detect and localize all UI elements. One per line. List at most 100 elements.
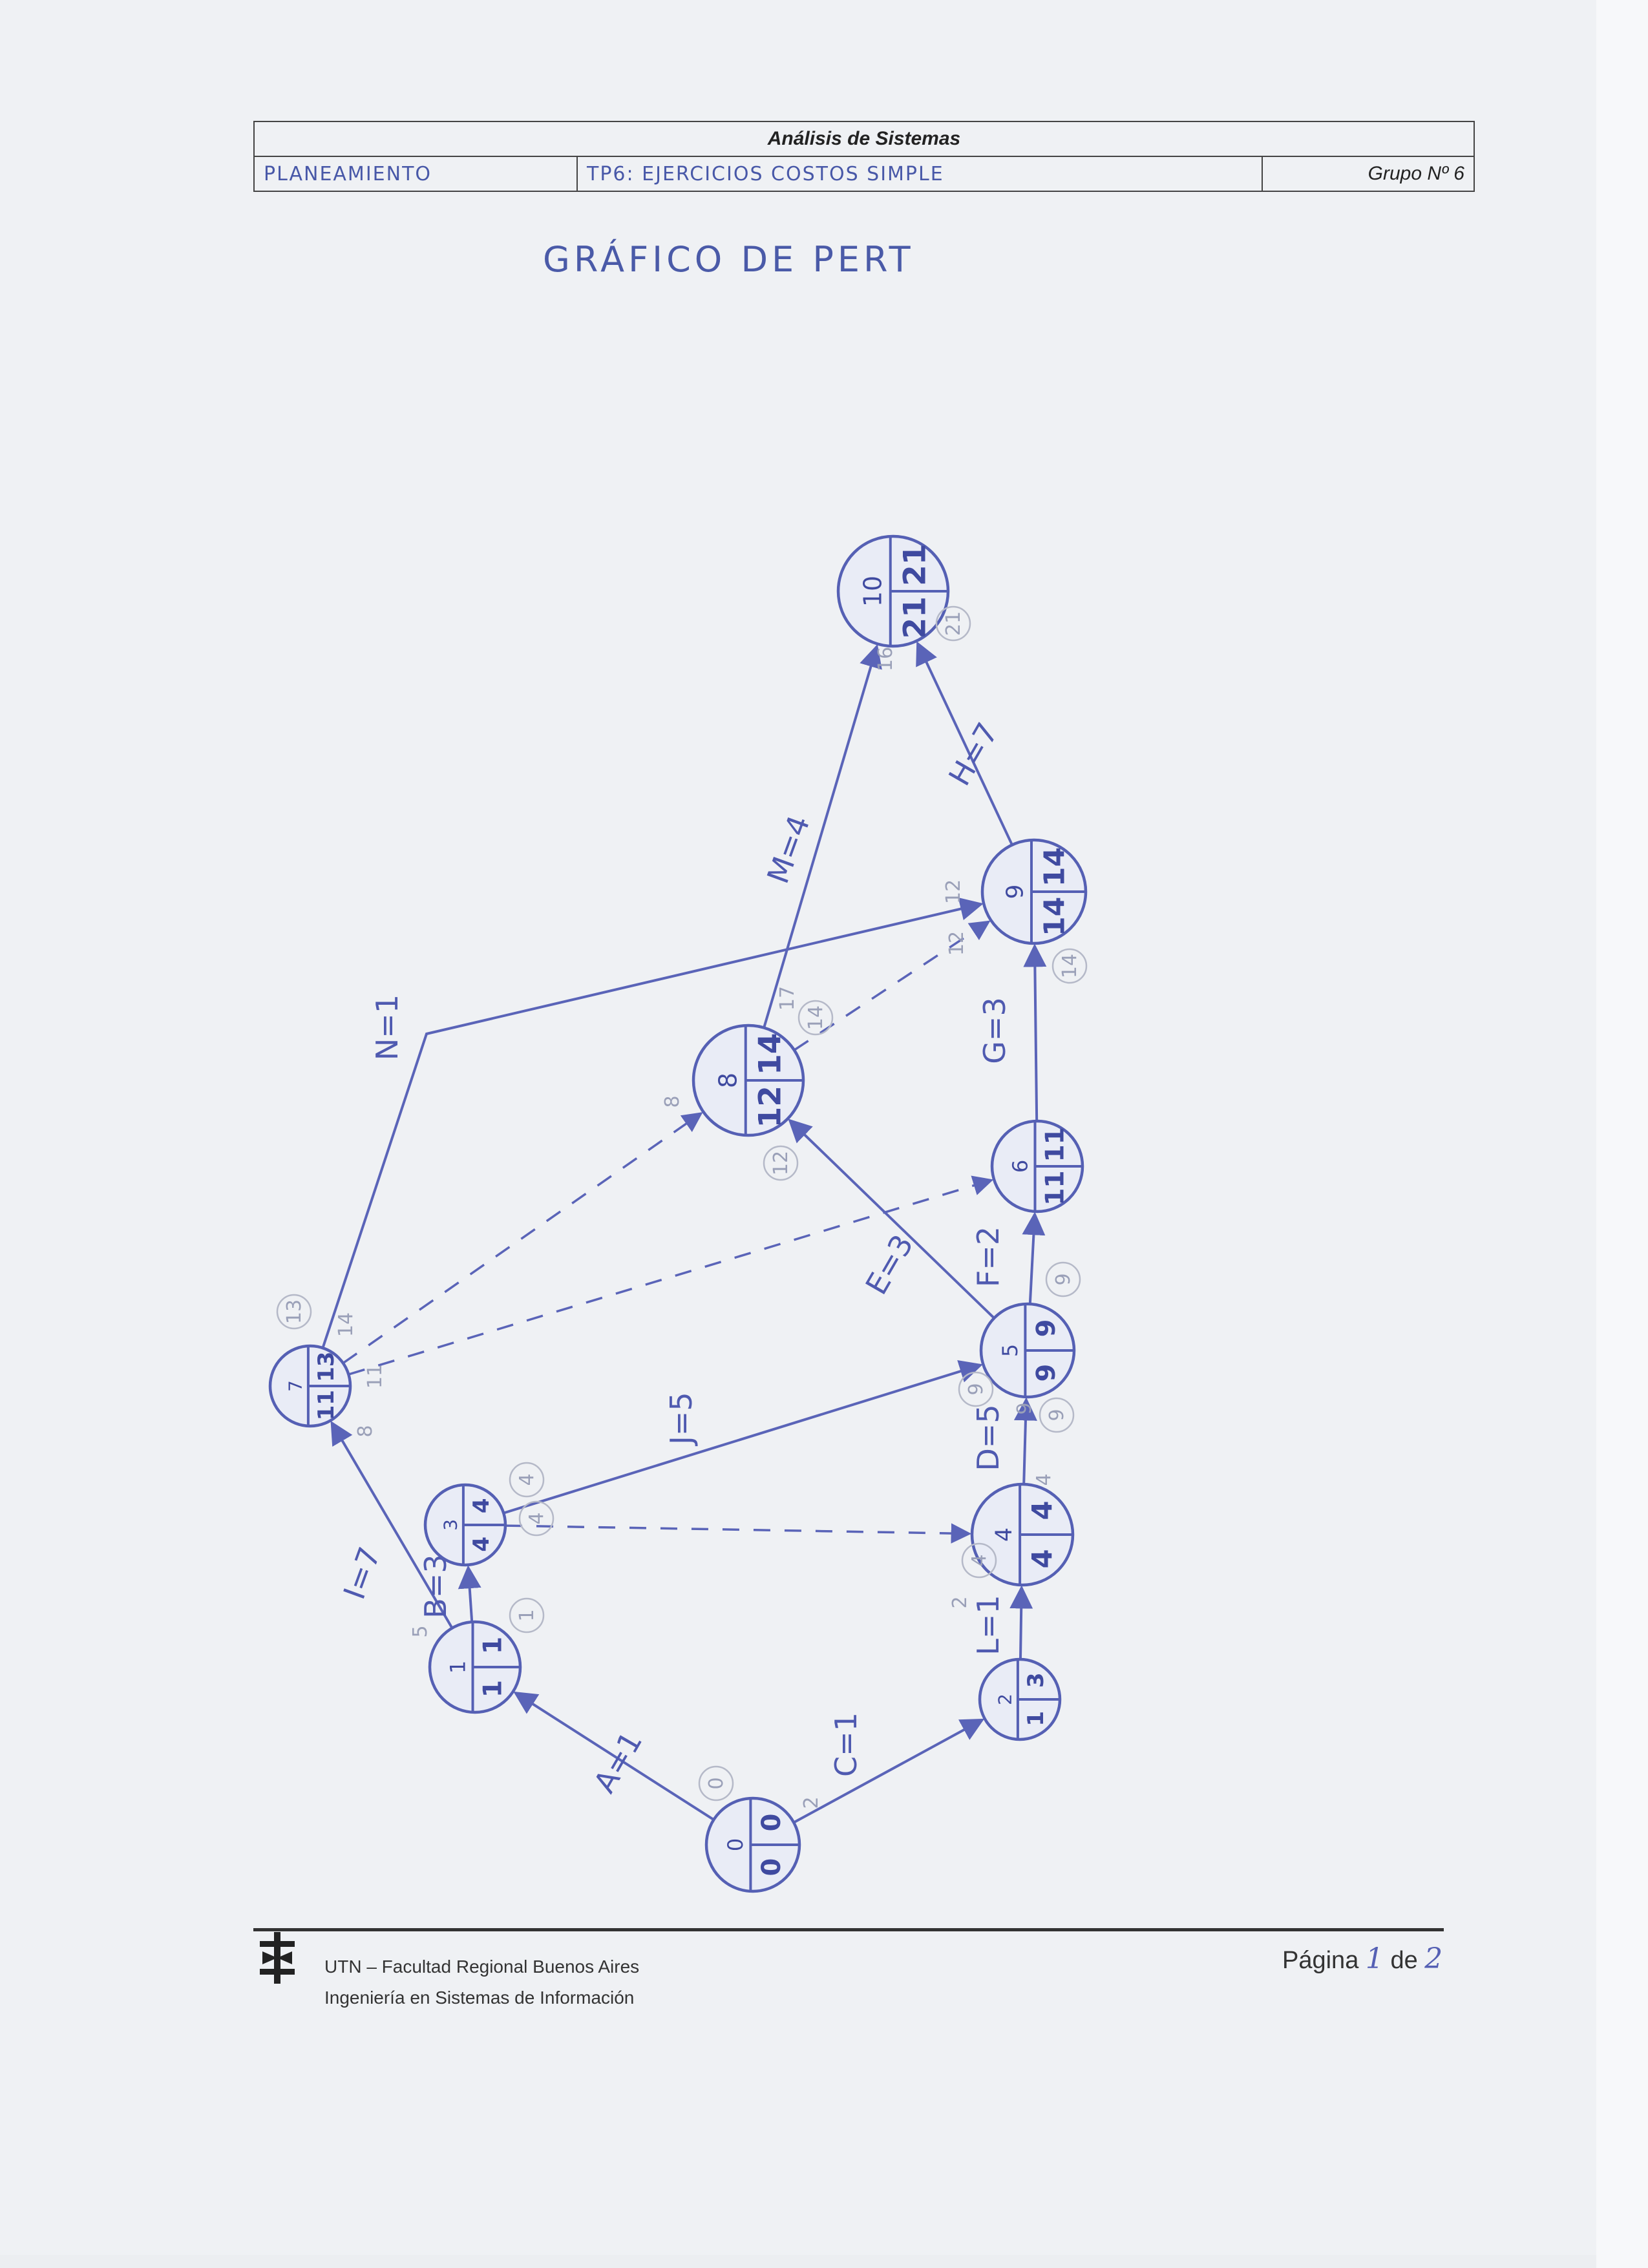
activity-B-3-arrow: [458, 1565, 481, 1622]
annotation-text: 2: [949, 1596, 971, 1608]
footer-rule: [253, 1928, 1444, 1931]
annotation-text: 12: [770, 1151, 792, 1175]
pencil-annotation: 2: [800, 1796, 823, 1809]
pencil-annotation: 0: [698, 1765, 734, 1801]
event-node-9: 9 14 14: [980, 838, 1088, 945]
activity-M-4-arrow: [763, 644, 882, 1029]
activity-label-A-1: A=1: [587, 1726, 649, 1799]
node-id: 4: [991, 1528, 1017, 1542]
event-node-6: 6 11 11: [990, 1119, 1084, 1213]
pencil-annotation: 4: [961, 1542, 997, 1579]
node-id: 10: [858, 576, 887, 607]
activity-label-L-1: L=1: [971, 1595, 1006, 1655]
pencil-annotation: 12: [942, 879, 965, 904]
pencil-annotation: 14: [1051, 948, 1088, 984]
pencil-annotation: 14: [335, 1312, 357, 1337]
node-late-time: 21: [897, 543, 933, 585]
event-node-1: 111: [428, 1620, 522, 1714]
activity-label-C-1: C=1: [829, 1712, 863, 1777]
activity-label-D-5: D=5: [971, 1404, 1006, 1471]
dummy-3-4-arrow: [505, 1523, 972, 1544]
annotation-text: 4: [525, 1512, 548, 1524]
node-early-time: 21: [897, 596, 933, 638]
node-early-time: 1: [1023, 1711, 1049, 1727]
page-current: 1: [1365, 1942, 1384, 1975]
document-header: Análisis de Sistemas PLANEAMIENTO TP6: E…: [253, 121, 1475, 192]
pencil-annotation: 5: [409, 1625, 432, 1637]
annotation-text: 8: [661, 1095, 684, 1108]
annotation-text: 5: [409, 1625, 432, 1637]
annotation-circle: [1045, 1261, 1081, 1297]
activity-label-J-5: J=5: [664, 1392, 699, 1446]
footer-program: Ingeniería en Sistemas de Información: [324, 1988, 635, 2008]
annotation-text: 12: [942, 879, 965, 904]
activity-label-N-1: N=1: [370, 994, 405, 1060]
node-id: 8: [713, 1073, 742, 1088]
annotation-text: 4: [968, 1554, 991, 1566]
activity-label-B-3: B=3: [418, 1554, 453, 1618]
node-id: 1: [446, 1661, 470, 1674]
node-early-time: 11: [1041, 1170, 1070, 1205]
node-early-time: 1: [479, 1680, 508, 1697]
activity-I-7-arrow: [330, 1420, 454, 1629]
node-early-time: 14: [1038, 897, 1071, 936]
pencil-annotation: 9: [958, 1371, 994, 1407]
annotation-circle: [1039, 1397, 1075, 1433]
activity-label-I-7: I=7: [337, 1542, 388, 1604]
pencil-annotation: 12: [763, 1145, 799, 1181]
footer-institution: UTN – Facultad Regional Buenos Aires: [324, 1957, 640, 1977]
annotation-text: 9: [1013, 1402, 1036, 1414]
annotation-text: 14: [335, 1312, 357, 1337]
annotation-text: 11: [364, 1364, 386, 1389]
node-late-time: 3: [1023, 1672, 1049, 1688]
pencil-annotation: 9: [1045, 1261, 1081, 1297]
node-id: 9: [1002, 885, 1028, 899]
activity-J-5-arrow: [503, 1360, 983, 1515]
activity-G-3-arrow: [1023, 943, 1047, 1122]
event-node-8: 8 12 14: [692, 1024, 805, 1137]
node-early-time: 12: [752, 1086, 788, 1128]
activity-N-1-arrow: [321, 897, 984, 1349]
pencil-annotation: 8: [661, 1095, 684, 1108]
activity-F-2-arrow: [1022, 1212, 1046, 1305]
annotation-text: 16: [874, 647, 897, 671]
node-early-time: 9: [1031, 1364, 1061, 1382]
annotation-circle: [763, 1145, 799, 1181]
activity-label-G-3: G=3: [977, 997, 1012, 1064]
node-id: 6: [1008, 1160, 1033, 1173]
event-node-3: 34 4: [423, 1483, 507, 1567]
pencil-annotation: 1: [509, 1597, 545, 1633]
node-id: 7: [284, 1380, 306, 1392]
annotation-circle: [935, 605, 971, 642]
pencil-annotation: 4: [1033, 1473, 1055, 1486]
footer-institution-block: UTN – Facultad Regional Buenos Aires Ing…: [324, 1951, 639, 2013]
event-node-0: 000: [704, 1796, 801, 1893]
annotation-circle: [518, 1500, 555, 1537]
activity-E-3-arrow: [788, 1118, 995, 1319]
node-late-time: 4: [469, 1498, 494, 1513]
node-early-time: 0: [757, 1858, 787, 1876]
event-node-5: 59 9: [979, 1302, 1076, 1399]
annotation-text: 21: [942, 611, 965, 636]
activity-A-1-arrow: [513, 1691, 715, 1821]
node-id: 3: [439, 1519, 461, 1531]
dummy-7-6-arrow: [348, 1175, 994, 1376]
annotation-circle: [509, 1462, 545, 1498]
activity-D-5-arrow: [1013, 1397, 1037, 1485]
node-late-time: 14: [1038, 847, 1071, 887]
annotation-circle: [509, 1597, 545, 1633]
event-node-4: 444: [970, 1482, 1075, 1587]
header-work: TP6: EJERCICIOS COSTOS SIMPLE: [576, 156, 1263, 192]
node-late-time: 13: [313, 1352, 339, 1382]
pencil-annotation: 16: [874, 647, 897, 671]
annotation-text: 9: [965, 1383, 988, 1395]
node-late-time: 1: [479, 1637, 508, 1654]
node-id: 0: [723, 1838, 748, 1851]
node-early-time: 4: [1026, 1549, 1059, 1568]
utn-logo-icon: [260, 1932, 295, 1984]
annotation-circle: [1051, 948, 1088, 984]
dummy-8-9-arrow: [793, 920, 991, 1051]
pencil-annotation: 14: [798, 1000, 834, 1036]
page-number: Página 1 de 2: [1282, 1942, 1442, 1975]
